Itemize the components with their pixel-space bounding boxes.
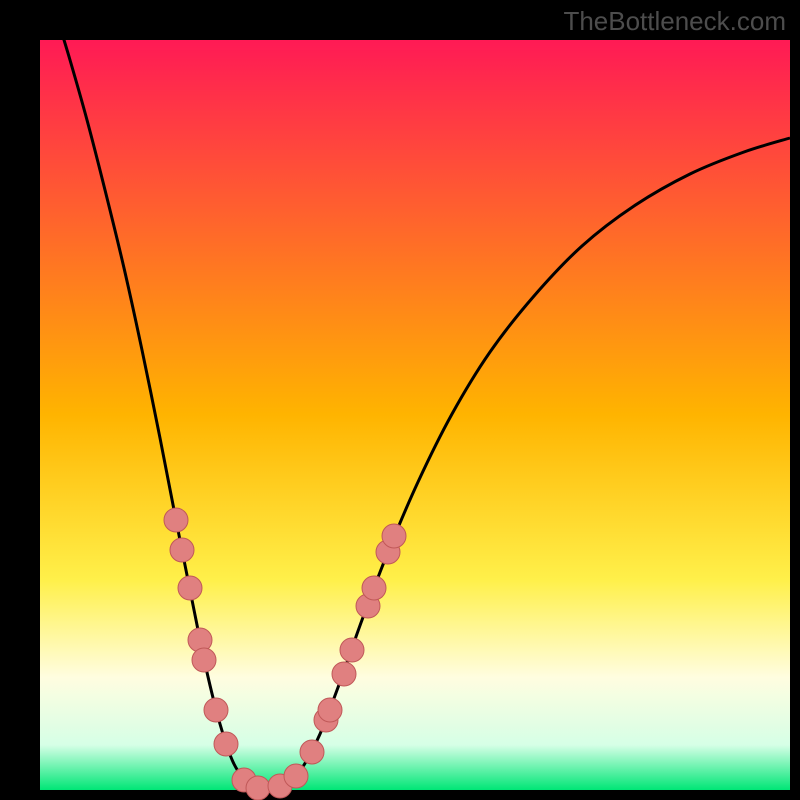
watermark-text: TheBottleneck.com	[563, 6, 786, 37]
plot-area	[40, 40, 790, 790]
